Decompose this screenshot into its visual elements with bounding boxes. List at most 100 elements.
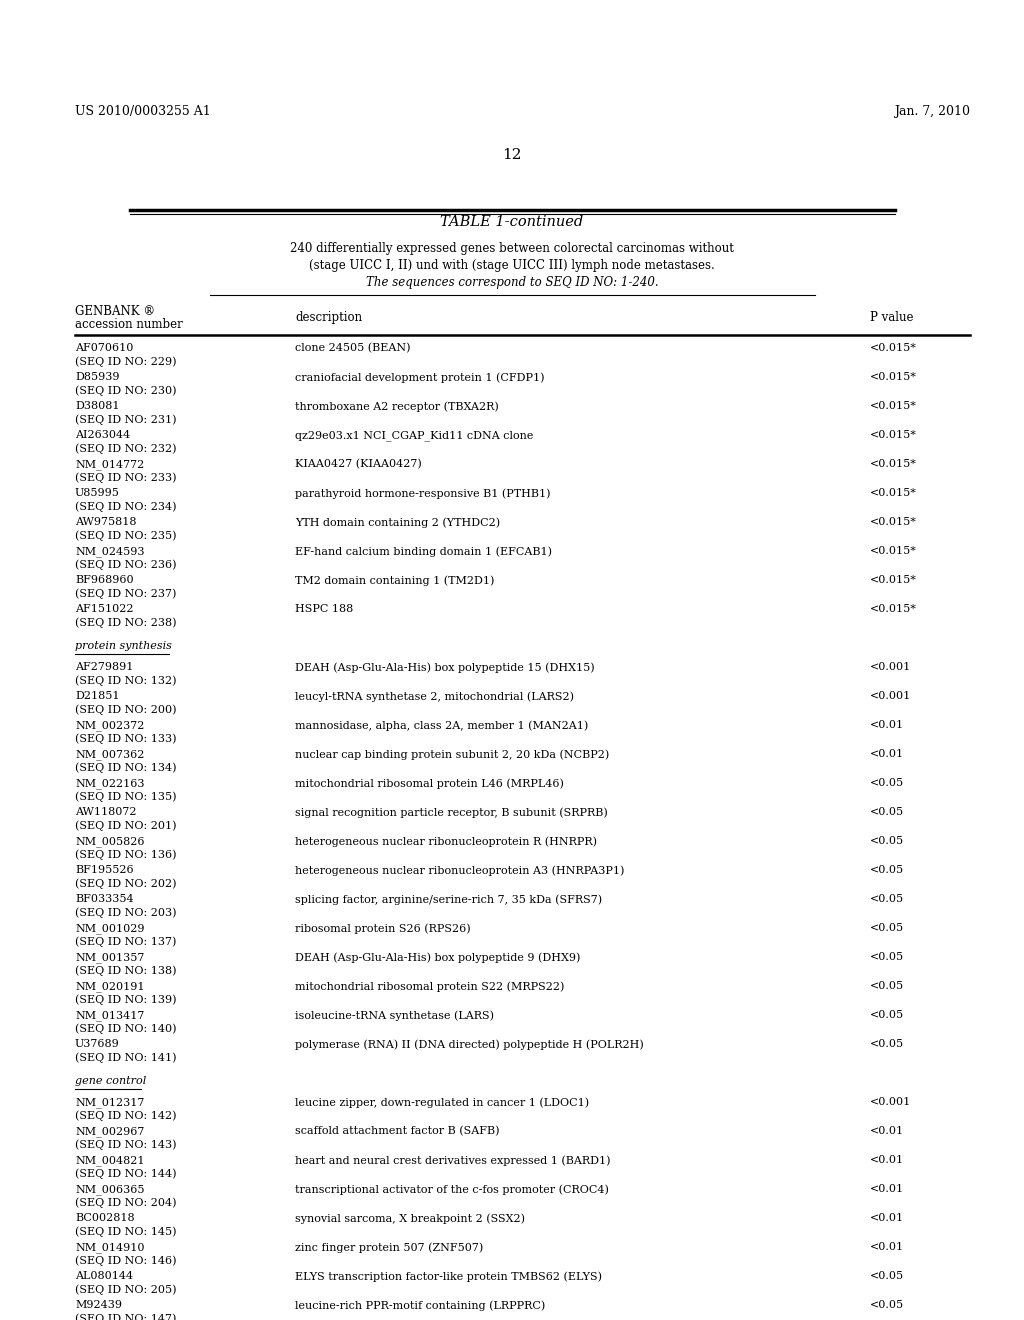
Text: <0.05: <0.05 [870, 1039, 904, 1049]
Text: (SEQ ID NO: 134): (SEQ ID NO: 134) [75, 762, 176, 772]
Text: BF968960: BF968960 [75, 576, 133, 585]
Text: <0.015*: <0.015* [870, 605, 916, 614]
Text: The sequences correspond to SEQ ID NO: 1-240.: The sequences correspond to SEQ ID NO: 1… [366, 276, 658, 289]
Text: (SEQ ID NO: 233): (SEQ ID NO: 233) [75, 473, 176, 483]
Text: (stage UICC I, II) und with (stage UICC III) lymph node metastases.: (stage UICC I, II) und with (stage UICC … [309, 259, 715, 272]
Text: <0.05: <0.05 [870, 865, 904, 875]
Text: BC002818: BC002818 [75, 1213, 134, 1224]
Text: (SEQ ID NO: 200): (SEQ ID NO: 200) [75, 704, 176, 714]
Text: AF070610: AF070610 [75, 343, 133, 352]
Text: AF151022: AF151022 [75, 605, 133, 614]
Text: <0.015*: <0.015* [870, 517, 916, 527]
Text: (SEQ ID NO: 144): (SEQ ID NO: 144) [75, 1168, 176, 1179]
Text: BF033354: BF033354 [75, 894, 133, 904]
Text: (SEQ ID NO: 146): (SEQ ID NO: 146) [75, 1255, 176, 1266]
Text: NM_024593: NM_024593 [75, 546, 144, 557]
Text: AF279891: AF279891 [75, 663, 133, 672]
Text: AI263044: AI263044 [75, 430, 130, 440]
Text: (SEQ ID NO: 202): (SEQ ID NO: 202) [75, 878, 176, 888]
Text: <0.015*: <0.015* [870, 546, 916, 556]
Text: NM_001357: NM_001357 [75, 952, 144, 962]
Text: qz29e03.x1 NCI_CGAP_Kid11 cDNA clone: qz29e03.x1 NCI_CGAP_Kid11 cDNA clone [295, 430, 534, 441]
Text: P value: P value [870, 312, 913, 323]
Text: YTH domain containing 2 (YTHDC2): YTH domain containing 2 (YTHDC2) [295, 517, 500, 528]
Text: <0.05: <0.05 [870, 981, 904, 991]
Text: AL080144: AL080144 [75, 1271, 133, 1280]
Text: (SEQ ID NO: 140): (SEQ ID NO: 140) [75, 1023, 176, 1034]
Text: M92439: M92439 [75, 1300, 122, 1309]
Text: transcriptional activator of the c-fos promoter (CROC4): transcriptional activator of the c-fos p… [295, 1184, 609, 1195]
Text: (SEQ ID NO: 132): (SEQ ID NO: 132) [75, 675, 176, 685]
Text: heart and neural crest derivatives expressed 1 (BARD1): heart and neural crest derivatives expre… [295, 1155, 610, 1166]
Text: isoleucine-tRNA synthetase (LARS): isoleucine-tRNA synthetase (LARS) [295, 1010, 494, 1020]
Text: <0.05: <0.05 [870, 807, 904, 817]
Text: description: description [295, 312, 362, 323]
Text: <0.05: <0.05 [870, 923, 904, 933]
Text: <0.015*: <0.015* [870, 488, 916, 498]
Text: (SEQ ID NO: 234): (SEQ ID NO: 234) [75, 502, 176, 512]
Text: U37689: U37689 [75, 1039, 120, 1049]
Text: (SEQ ID NO: 205): (SEQ ID NO: 205) [75, 1284, 176, 1295]
Text: (SEQ ID NO: 238): (SEQ ID NO: 238) [75, 616, 176, 627]
Text: (SEQ ID NO: 141): (SEQ ID NO: 141) [75, 1052, 176, 1063]
Text: leucyl-tRNA synthetase 2, mitochondrial (LARS2): leucyl-tRNA synthetase 2, mitochondrial … [295, 690, 574, 701]
Text: ELYS transcription factor-like protein TMBS62 (ELYS): ELYS transcription factor-like protein T… [295, 1271, 602, 1282]
Text: NM_004821: NM_004821 [75, 1155, 144, 1166]
Text: mannosidase, alpha, class 2A, member 1 (MAN2A1): mannosidase, alpha, class 2A, member 1 (… [295, 719, 588, 730]
Text: <0.001: <0.001 [870, 663, 911, 672]
Text: EF-hand calcium binding domain 1 (EFCAB1): EF-hand calcium binding domain 1 (EFCAB1… [295, 546, 552, 557]
Text: (SEQ ID NO: 230): (SEQ ID NO: 230) [75, 385, 176, 396]
Text: <0.05: <0.05 [870, 952, 904, 962]
Text: synovial sarcoma, X breakpoint 2 (SSX2): synovial sarcoma, X breakpoint 2 (SSX2) [295, 1213, 525, 1224]
Text: BF195526: BF195526 [75, 865, 133, 875]
Text: (SEQ ID NO: 201): (SEQ ID NO: 201) [75, 820, 176, 830]
Text: accession number: accession number [75, 318, 182, 331]
Text: (SEQ ID NO: 142): (SEQ ID NO: 142) [75, 1110, 176, 1121]
Text: leucine-rich PPR-motif containing (LRPPRC): leucine-rich PPR-motif containing (LRPPR… [295, 1300, 545, 1311]
Text: NM_005826: NM_005826 [75, 836, 144, 846]
Text: NM_002967: NM_002967 [75, 1126, 144, 1137]
Text: <0.01: <0.01 [870, 1184, 904, 1195]
Text: signal recognition particle receptor, B subunit (SRPRB): signal recognition particle receptor, B … [295, 807, 608, 817]
Text: <0.01: <0.01 [870, 1242, 904, 1251]
Text: (SEQ ID NO: 136): (SEQ ID NO: 136) [75, 849, 176, 859]
Text: NM_001029: NM_001029 [75, 923, 144, 933]
Text: 240 differentially expressed genes between colorectal carcinomas without: 240 differentially expressed genes betwe… [290, 242, 734, 255]
Text: <0.015*: <0.015* [870, 401, 916, 411]
Text: D21851: D21851 [75, 690, 120, 701]
Text: <0.05: <0.05 [870, 777, 904, 788]
Text: nuclear cap binding protein subunit 2, 20 kDa (NCBP2): nuclear cap binding protein subunit 2, 2… [295, 748, 609, 759]
Text: <0.015*: <0.015* [870, 459, 916, 469]
Text: NM_020191: NM_020191 [75, 981, 144, 991]
Text: <0.015*: <0.015* [870, 372, 916, 381]
Text: D85939: D85939 [75, 372, 120, 381]
Text: polymerase (RNA) II (DNA directed) polypeptide H (POLR2H): polymerase (RNA) II (DNA directed) polyp… [295, 1039, 644, 1049]
Text: <0.01: <0.01 [870, 1126, 904, 1137]
Text: <0.05: <0.05 [870, 1271, 904, 1280]
Text: splicing factor, arginine/serine-rich 7, 35 kDa (SFRS7): splicing factor, arginine/serine-rich 7,… [295, 894, 602, 904]
Text: (SEQ ID NO: 139): (SEQ ID NO: 139) [75, 994, 176, 1005]
Text: ribosomal protein S26 (RPS26): ribosomal protein S26 (RPS26) [295, 923, 471, 933]
Text: <0.05: <0.05 [870, 1010, 904, 1020]
Text: NM_007362: NM_007362 [75, 748, 144, 760]
Text: parathyroid hormone-responsive B1 (PTHB1): parathyroid hormone-responsive B1 (PTHB1… [295, 488, 551, 499]
Text: (SEQ ID NO: 203): (SEQ ID NO: 203) [75, 907, 176, 917]
Text: <0.015*: <0.015* [870, 576, 916, 585]
Text: AW975818: AW975818 [75, 517, 136, 527]
Text: NM_013417: NM_013417 [75, 1010, 144, 1020]
Text: <0.01: <0.01 [870, 1213, 904, 1224]
Text: zinc finger protein 507 (ZNF507): zinc finger protein 507 (ZNF507) [295, 1242, 483, 1253]
Text: <0.015*: <0.015* [870, 430, 916, 440]
Text: scaffold attachment factor B (SAFB): scaffold attachment factor B (SAFB) [295, 1126, 500, 1137]
Text: (SEQ ID NO: 229): (SEQ ID NO: 229) [75, 356, 176, 367]
Text: <0.05: <0.05 [870, 836, 904, 846]
Text: (SEQ ID NO: 143): (SEQ ID NO: 143) [75, 1139, 176, 1150]
Text: NM_014910: NM_014910 [75, 1242, 144, 1253]
Text: D38081: D38081 [75, 401, 120, 411]
Text: heterogeneous nuclear ribonucleoprotein A3 (HNRPA3P1): heterogeneous nuclear ribonucleoprotein … [295, 865, 625, 875]
Text: DEAH (Asp-Glu-Ala-His) box polypeptide 9 (DHX9): DEAH (Asp-Glu-Ala-His) box polypeptide 9… [295, 952, 581, 962]
Text: HSPC 188: HSPC 188 [295, 605, 353, 614]
Text: TABLE 1-continued: TABLE 1-continued [440, 215, 584, 228]
Text: NM_014772: NM_014772 [75, 459, 144, 470]
Text: (SEQ ID NO: 204): (SEQ ID NO: 204) [75, 1197, 176, 1208]
